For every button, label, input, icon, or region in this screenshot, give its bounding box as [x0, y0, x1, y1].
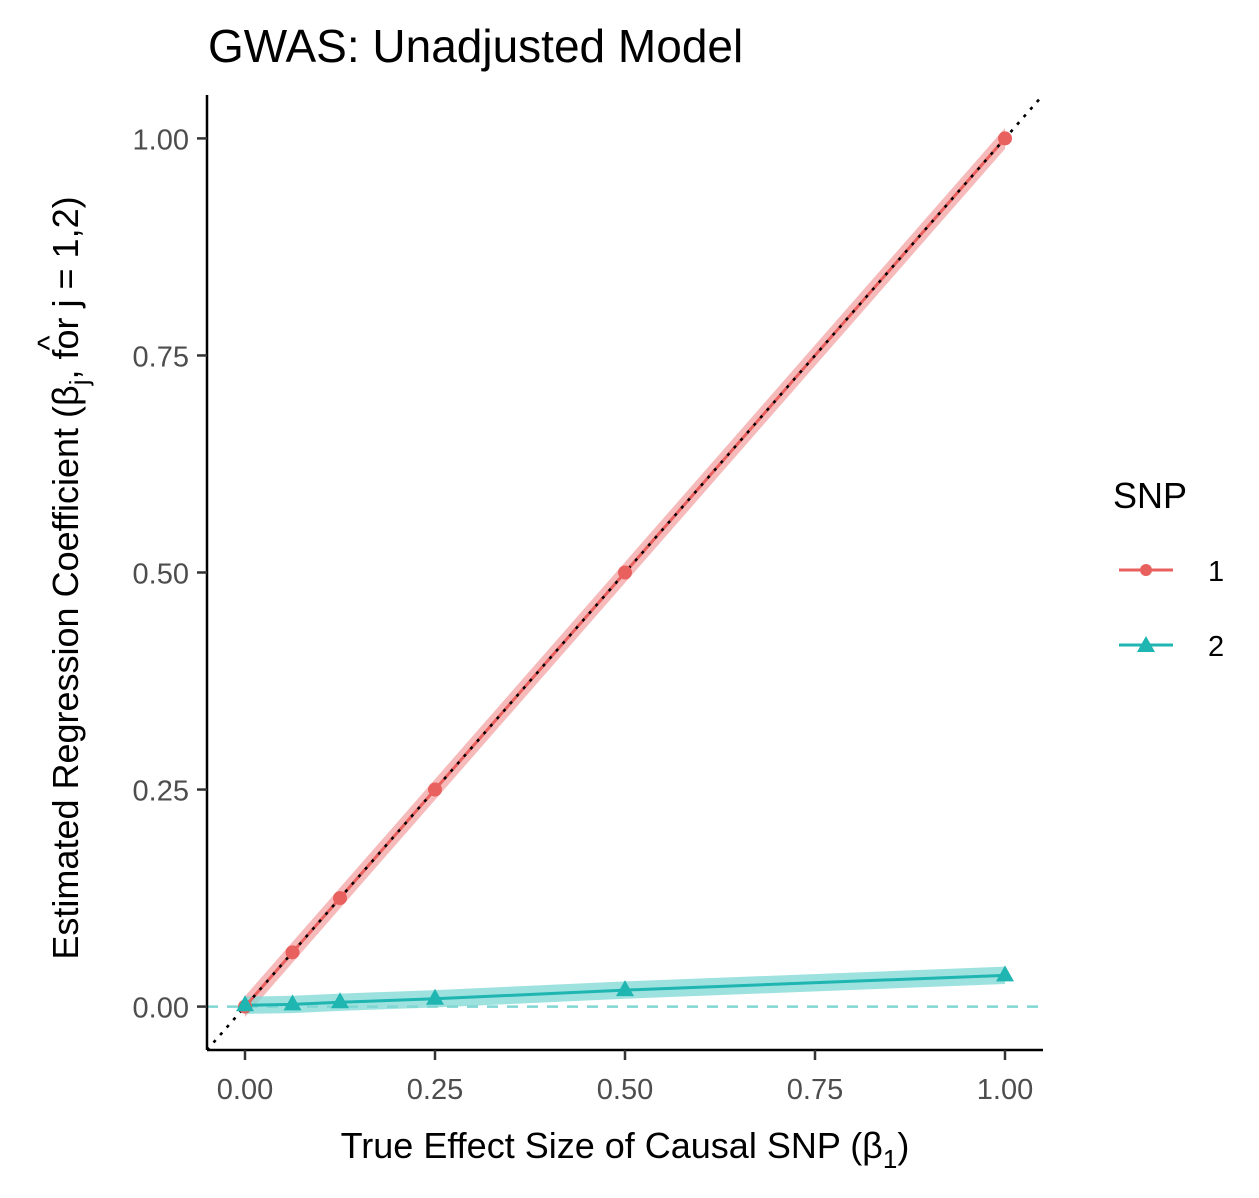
point-series-2	[331, 992, 349, 1009]
legend-title: SNP	[1113, 475, 1187, 516]
series-lines	[207, 95, 1043, 1050]
series-points	[236, 131, 1014, 1014]
y-axis-title-tail: , for j = 1,2)	[45, 196, 86, 379]
x-axis-title: True Effect Size of Causal SNP (β1)	[341, 1125, 910, 1174]
legend-label-2: 2	[1208, 631, 1224, 663]
point-series-1	[998, 131, 1012, 146]
point-series-1	[618, 565, 632, 580]
x-tick-label: 0.75	[787, 1074, 843, 1106]
point-series-2	[616, 980, 634, 997]
x-axis-ticks: 0.00 0.25 0.50 0.75 1.00	[217, 1050, 1033, 1106]
point-series-2	[283, 994, 302, 1011]
y-tick-label: 0.50	[133, 559, 189, 591]
y-axis-title-sub: j	[64, 380, 94, 387]
legend-label-1: 1	[1208, 556, 1224, 588]
y-tick-label: 0.00	[133, 993, 189, 1025]
x-tick-label: 0.00	[217, 1074, 273, 1106]
x-axis-title-main: True Effect Size of Causal SNP (β	[341, 1125, 883, 1166]
point-series-2	[996, 965, 1014, 982]
x-axis-title-close: )	[897, 1125, 909, 1166]
point-series-1	[428, 782, 442, 797]
point-series-1	[285, 945, 300, 960]
x-tick-label: 0.50	[597, 1074, 653, 1106]
y-axis-title: Estimated Regression Coefficient (βj, fo…	[45, 196, 94, 959]
point-series-2	[426, 988, 444, 1005]
legend: SNP 1 2	[1113, 475, 1224, 663]
line-series-2	[244, 973, 1006, 1007]
y-axis-title-main: Estimated Regression Coefficient (β	[45, 385, 86, 959]
point-series-1	[333, 891, 347, 906]
identity-reference-line-overlay	[207, 95, 1043, 1050]
legend-key-marker-1	[1140, 564, 1152, 576]
legend-item-1: 1	[1119, 556, 1224, 588]
y-axis-ticks: 0.00 0.25 0.50 0.75 1.00	[133, 124, 207, 1025]
x-tick-label: 1.00	[977, 1074, 1033, 1106]
y-tick-label: 1.00	[133, 124, 189, 156]
x-axis-title-sub: 1	[883, 1144, 897, 1174]
y-axis-title-hat: ^	[31, 335, 67, 350]
chart-title: GWAS: Unadjusted Model	[208, 20, 743, 72]
y-tick-label: 0.25	[133, 776, 189, 808]
legend-key-marker-2	[1137, 636, 1155, 652]
legend-item-2: 2	[1119, 631, 1224, 663]
x-tick-label: 0.25	[407, 1074, 463, 1106]
point-series-2	[236, 995, 254, 1012]
y-tick-label: 0.75	[133, 341, 189, 373]
